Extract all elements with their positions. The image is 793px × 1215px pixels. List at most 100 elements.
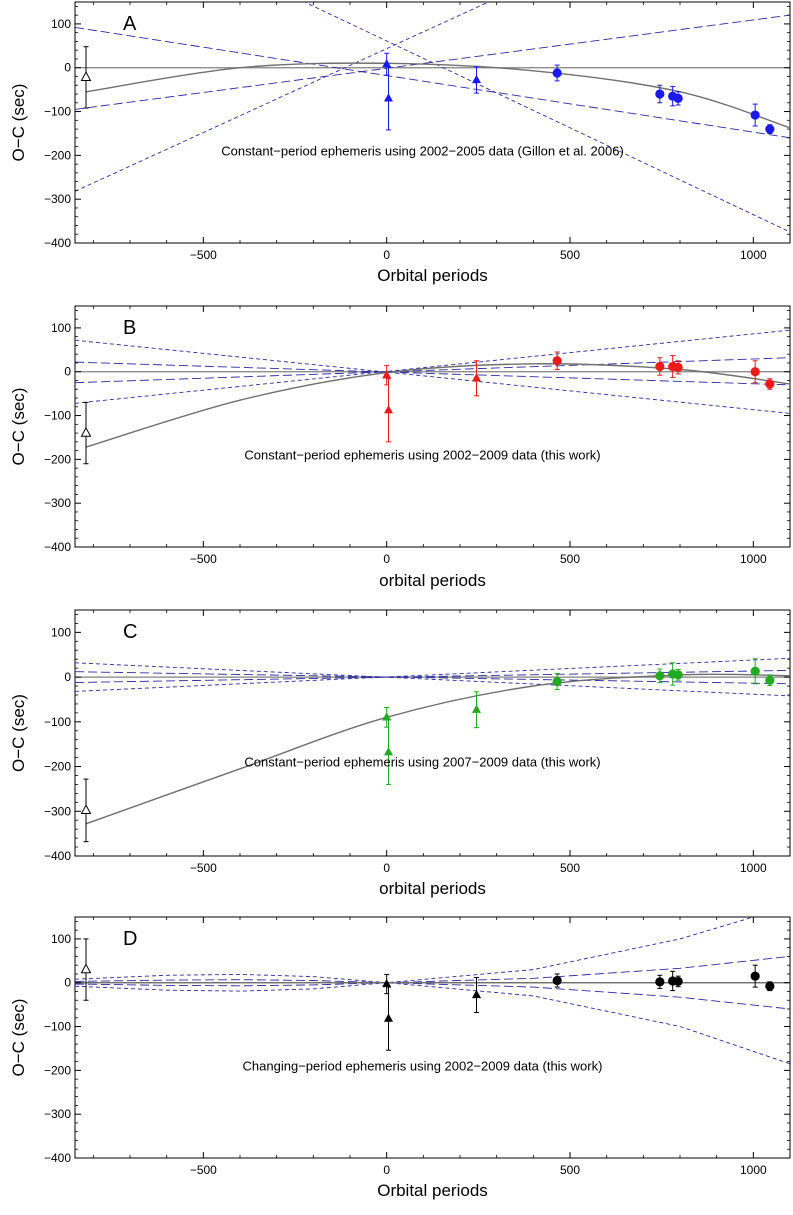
circle-marker — [765, 981, 775, 991]
panel-annotation: Constant−period ephemeris using 2002−200… — [221, 143, 624, 158]
chart-panel-c: −500 0 500 1000 −400 −300 −200 −100 0 100 C Constan… — [9, 609, 791, 898]
data-point — [382, 973, 392, 995]
x-tick-label: 0 — [383, 248, 390, 262]
y-axis-label: O−C (sec) — [9, 694, 28, 772]
plot-frame — [74, 305, 791, 548]
data-point — [383, 378, 394, 443]
y-tick-label: −100 — [44, 105, 71, 119]
plot-frame — [74, 609, 791, 857]
bound-3sigma-line — [75, 982, 790, 1065]
y-tick-label: −300 — [44, 1107, 71, 1121]
chart-panel-d: −500 0 500 1000 −400 −300 −200 −100 0 100 D Changin… — [9, 916, 791, 1200]
open-triangle-marker — [80, 963, 92, 974]
data-point — [383, 986, 394, 1051]
data-point — [552, 64, 562, 82]
circle-marker — [750, 367, 760, 377]
x-tick-label: 1000 — [740, 861, 767, 875]
panel-annotation: Constant−period ephemeris using 2007−200… — [244, 755, 600, 770]
chart-panel-a: −500 0 500 1000 −400 −300 −200 −100 0 100 A Constan… — [9, 1, 791, 285]
data-point — [471, 66, 482, 94]
x-tick-label: 0 — [383, 552, 390, 566]
y-axis-label: O−C (sec) — [9, 388, 28, 466]
bound-3sigma-line — [75, 2, 490, 192]
y-tick-label: −200 — [44, 148, 71, 162]
bound-3sigma-line — [75, 339, 790, 414]
y-tick-label: −400 — [44, 849, 71, 863]
data-point — [552, 973, 562, 988]
open-triangle-marker — [80, 426, 92, 437]
x-tick-label: 0 — [383, 861, 390, 875]
circle-marker — [673, 362, 683, 372]
y-tick-label: −200 — [44, 760, 71, 774]
bound-3sigma-line — [303, 2, 790, 233]
bound-3sigma-line — [75, 657, 790, 692]
x-tick-label: −500 — [190, 1163, 217, 1177]
circle-marker — [655, 671, 665, 681]
circle-marker — [673, 93, 683, 103]
y-tick-label: −400 — [44, 236, 71, 250]
circle-marker — [552, 356, 562, 366]
data-point — [750, 360, 760, 384]
y-tick-label: 100 — [51, 321, 71, 335]
x-axis-label: orbital periods — [379, 571, 486, 590]
bound-1sigma-line — [75, 357, 790, 384]
y-tick-label: −200 — [44, 1063, 71, 1077]
x-tick-label: 500 — [560, 552, 580, 566]
bound-1sigma-line — [75, 982, 790, 1010]
plot-frame — [74, 1, 791, 244]
triangle-marker — [382, 712, 392, 721]
y-axis-label: O−C (sec) — [9, 999, 28, 1077]
data-point — [750, 103, 760, 127]
panel-annotation: Constant−period ephemeris using 2002−200… — [244, 447, 600, 462]
data-point — [383, 66, 394, 131]
x-axis-label: Orbital periods — [377, 266, 488, 285]
y-tick-label: 0 — [64, 976, 71, 990]
plot-area — [75, 917, 790, 1065]
open-triangle-marker — [80, 71, 92, 81]
triangle-marker — [382, 978, 392, 988]
y-tick-label: −100 — [44, 1020, 71, 1034]
circle-marker — [673, 976, 683, 987]
x-tick-label: 1000 — [740, 552, 767, 566]
triangle-marker — [383, 747, 394, 756]
x-tick-label: 0 — [383, 1163, 390, 1177]
data-point — [673, 975, 683, 988]
fit-curve — [85, 673, 790, 825]
y-tick-label: −300 — [44, 804, 71, 818]
y-tick-label: 100 — [51, 17, 71, 31]
panel-label: B — [123, 317, 136, 339]
triangle-marker — [471, 373, 482, 382]
y-tick-label: 0 — [64, 365, 71, 379]
circle-marker — [765, 124, 775, 134]
circle-marker — [552, 68, 562, 78]
bound-3sigma-line — [75, 917, 754, 984]
data-point — [750, 658, 760, 685]
y-tick-label: −100 — [44, 715, 71, 729]
circle-marker — [655, 977, 665, 987]
panel-annotation: Changing−period ephemeris using 2002−200… — [243, 1058, 603, 1073]
bound-1sigma-line — [75, 955, 790, 984]
data-point — [673, 668, 683, 681]
data-point — [552, 673, 562, 691]
circle-marker — [765, 675, 775, 685]
data-point — [80, 938, 92, 1001]
chart-panel-b: −500 0 500 1000 −400 −300 −200 −100 0 100 B Constan… — [9, 305, 791, 590]
data-point — [80, 46, 92, 109]
x-tick-label: 1000 — [740, 248, 767, 262]
data-point — [471, 976, 482, 1014]
data-point — [750, 964, 760, 988]
panel-label: A — [123, 13, 137, 35]
triangle-marker — [383, 405, 394, 414]
data-point — [765, 124, 775, 134]
circle-marker — [655, 361, 665, 372]
data-point — [382, 365, 392, 386]
triangle-marker — [471, 704, 482, 713]
data-point — [655, 668, 665, 683]
data-point — [80, 778, 92, 843]
y-tick-label: −300 — [44, 192, 71, 206]
y-tick-label: −100 — [44, 409, 71, 423]
data-point — [765, 378, 775, 390]
bound-1sigma-line — [75, 14, 790, 110]
data-point — [655, 84, 665, 104]
